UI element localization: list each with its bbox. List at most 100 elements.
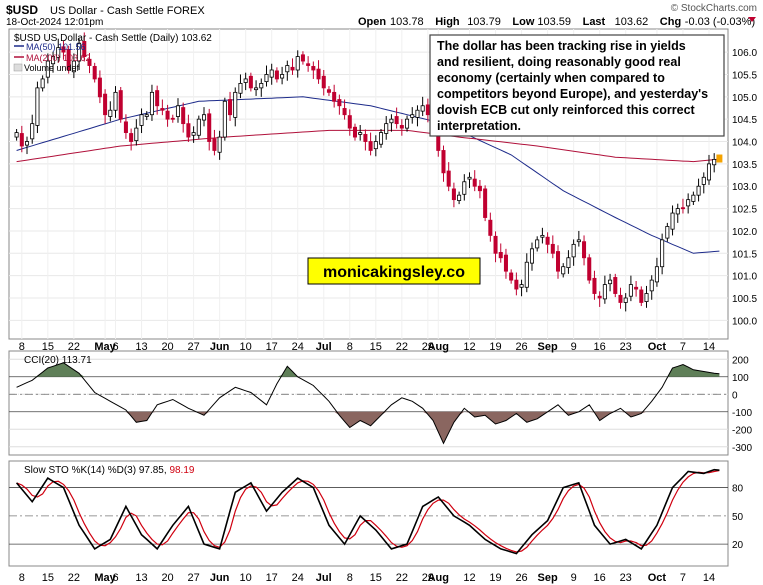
candle bbox=[155, 85, 160, 115]
price-gridlines bbox=[9, 29, 728, 339]
candle bbox=[92, 62, 97, 83]
candle bbox=[280, 66, 285, 85]
x-tick-label: Aug bbox=[428, 572, 449, 584]
candle bbox=[592, 270, 597, 300]
price-y-axis: 100.0 100.5 101.0 101.5 102.0 102.5 103.0 103.5… bbox=[732, 48, 757, 327]
price-tick-label: 105.0 bbox=[732, 93, 757, 104]
cci-tick-label: 0 bbox=[732, 390, 738, 401]
candle bbox=[649, 275, 654, 300]
candle bbox=[295, 50, 300, 78]
price-candles bbox=[14, 32, 723, 312]
candle bbox=[561, 263, 566, 278]
candle bbox=[451, 182, 456, 208]
x-tick-label: 7 bbox=[680, 572, 686, 584]
candle bbox=[191, 126, 196, 143]
candle bbox=[503, 248, 508, 279]
x-tick-label: 22 bbox=[396, 341, 408, 353]
candle bbox=[326, 86, 331, 96]
x-tick-label: 7 bbox=[680, 341, 686, 353]
watermark-box bbox=[307, 257, 481, 285]
price-tick-label: 104.0 bbox=[732, 138, 757, 149]
cci-tick-label: 100 bbox=[732, 373, 749, 384]
candle bbox=[51, 51, 56, 73]
x-tick-label: 17 bbox=[266, 572, 278, 584]
candle bbox=[389, 114, 394, 132]
candle bbox=[269, 63, 274, 85]
cci-y-axis: 200 100 0 -100 -200 -300 bbox=[732, 355, 752, 454]
svg-text:High: High bbox=[435, 16, 460, 28]
candle bbox=[545, 232, 550, 254]
x-tick-label: 8 bbox=[19, 572, 25, 584]
ohlc-readout: Open 103.78 High 103.79 Low 103.59 Last 103.62 C… bbox=[358, 16, 756, 28]
x-tick-label: 27 bbox=[187, 572, 199, 584]
symbol-title: $USD bbox=[6, 3, 38, 17]
x-tick-label: 12 bbox=[463, 572, 475, 584]
x-tick-label: 6 bbox=[112, 572, 118, 584]
x-tick-label: 19 bbox=[489, 572, 501, 584]
candle bbox=[665, 222, 670, 242]
x-tick-label: 20 bbox=[161, 341, 173, 353]
candle bbox=[660, 233, 665, 275]
candle bbox=[129, 128, 134, 151]
candle bbox=[462, 174, 467, 201]
candle bbox=[254, 80, 259, 96]
cci-tick-label: -100 bbox=[732, 408, 752, 419]
cci-line bbox=[16, 362, 720, 445]
candle bbox=[82, 32, 87, 62]
candle bbox=[103, 89, 108, 124]
candle bbox=[384, 116, 389, 140]
candle bbox=[170, 114, 175, 123]
x-tick-label: 24 bbox=[292, 572, 304, 584]
source-credit: © StockCharts.com bbox=[671, 3, 757, 14]
candle bbox=[337, 94, 342, 115]
candle bbox=[394, 107, 399, 129]
x-tick-label: Oct bbox=[648, 341, 667, 353]
price-tick-label: 103.5 bbox=[732, 160, 757, 171]
candle bbox=[290, 58, 295, 75]
stoch-k-line bbox=[15, 468, 720, 555]
price-tick-label: 102.0 bbox=[732, 227, 757, 238]
x-tick-label: 8 bbox=[19, 341, 25, 353]
x-tick-label: 27 bbox=[187, 341, 199, 353]
cci-tick-label: -300 bbox=[732, 443, 752, 454]
x-tick-label: 12 bbox=[463, 341, 475, 353]
x-tick-label: 26 bbox=[515, 572, 527, 584]
candle bbox=[712, 153, 717, 173]
candle bbox=[77, 38, 82, 70]
stoch-d-line bbox=[16, 469, 720, 553]
x-tick-label: May bbox=[94, 572, 116, 584]
candle bbox=[368, 132, 373, 156]
candle bbox=[207, 108, 212, 151]
candle bbox=[550, 235, 555, 259]
candle bbox=[498, 243, 503, 263]
price-tick-label: 105.5 bbox=[732, 70, 757, 81]
candle bbox=[61, 40, 66, 60]
x-tick-label: 23 bbox=[620, 341, 632, 353]
candle bbox=[358, 124, 363, 141]
candle bbox=[311, 61, 316, 79]
candle bbox=[363, 129, 368, 151]
candle bbox=[457, 191, 462, 205]
x-tick-label: 29 bbox=[422, 572, 434, 584]
candle bbox=[259, 78, 264, 97]
candle bbox=[644, 285, 649, 308]
candle bbox=[87, 53, 92, 74]
price-tick-label: 104.5 bbox=[732, 115, 757, 126]
candle bbox=[233, 87, 238, 127]
ohlc-open: Open 103.78 bbox=[358, 16, 424, 28]
stoch-panel-frame bbox=[8, 460, 729, 567]
candle bbox=[243, 72, 248, 91]
ma200-legend: MA(200) 103.62 bbox=[26, 53, 91, 63]
x-tick-label: 26 bbox=[515, 341, 527, 353]
x-tick-label: Jul bbox=[316, 341, 332, 353]
candle bbox=[399, 119, 404, 136]
candle bbox=[342, 99, 347, 120]
x-tick-label: Jul bbox=[316, 572, 332, 584]
price-legend-title: $USD US Dollar - Cash Settle (Daily) 103… bbox=[14, 33, 212, 44]
candle bbox=[373, 135, 378, 157]
candle bbox=[113, 86, 118, 118]
x-tick-label: 15 bbox=[370, 341, 382, 353]
x-tick-label: 15 bbox=[370, 572, 382, 584]
x-tick-label: 14 bbox=[703, 572, 715, 584]
